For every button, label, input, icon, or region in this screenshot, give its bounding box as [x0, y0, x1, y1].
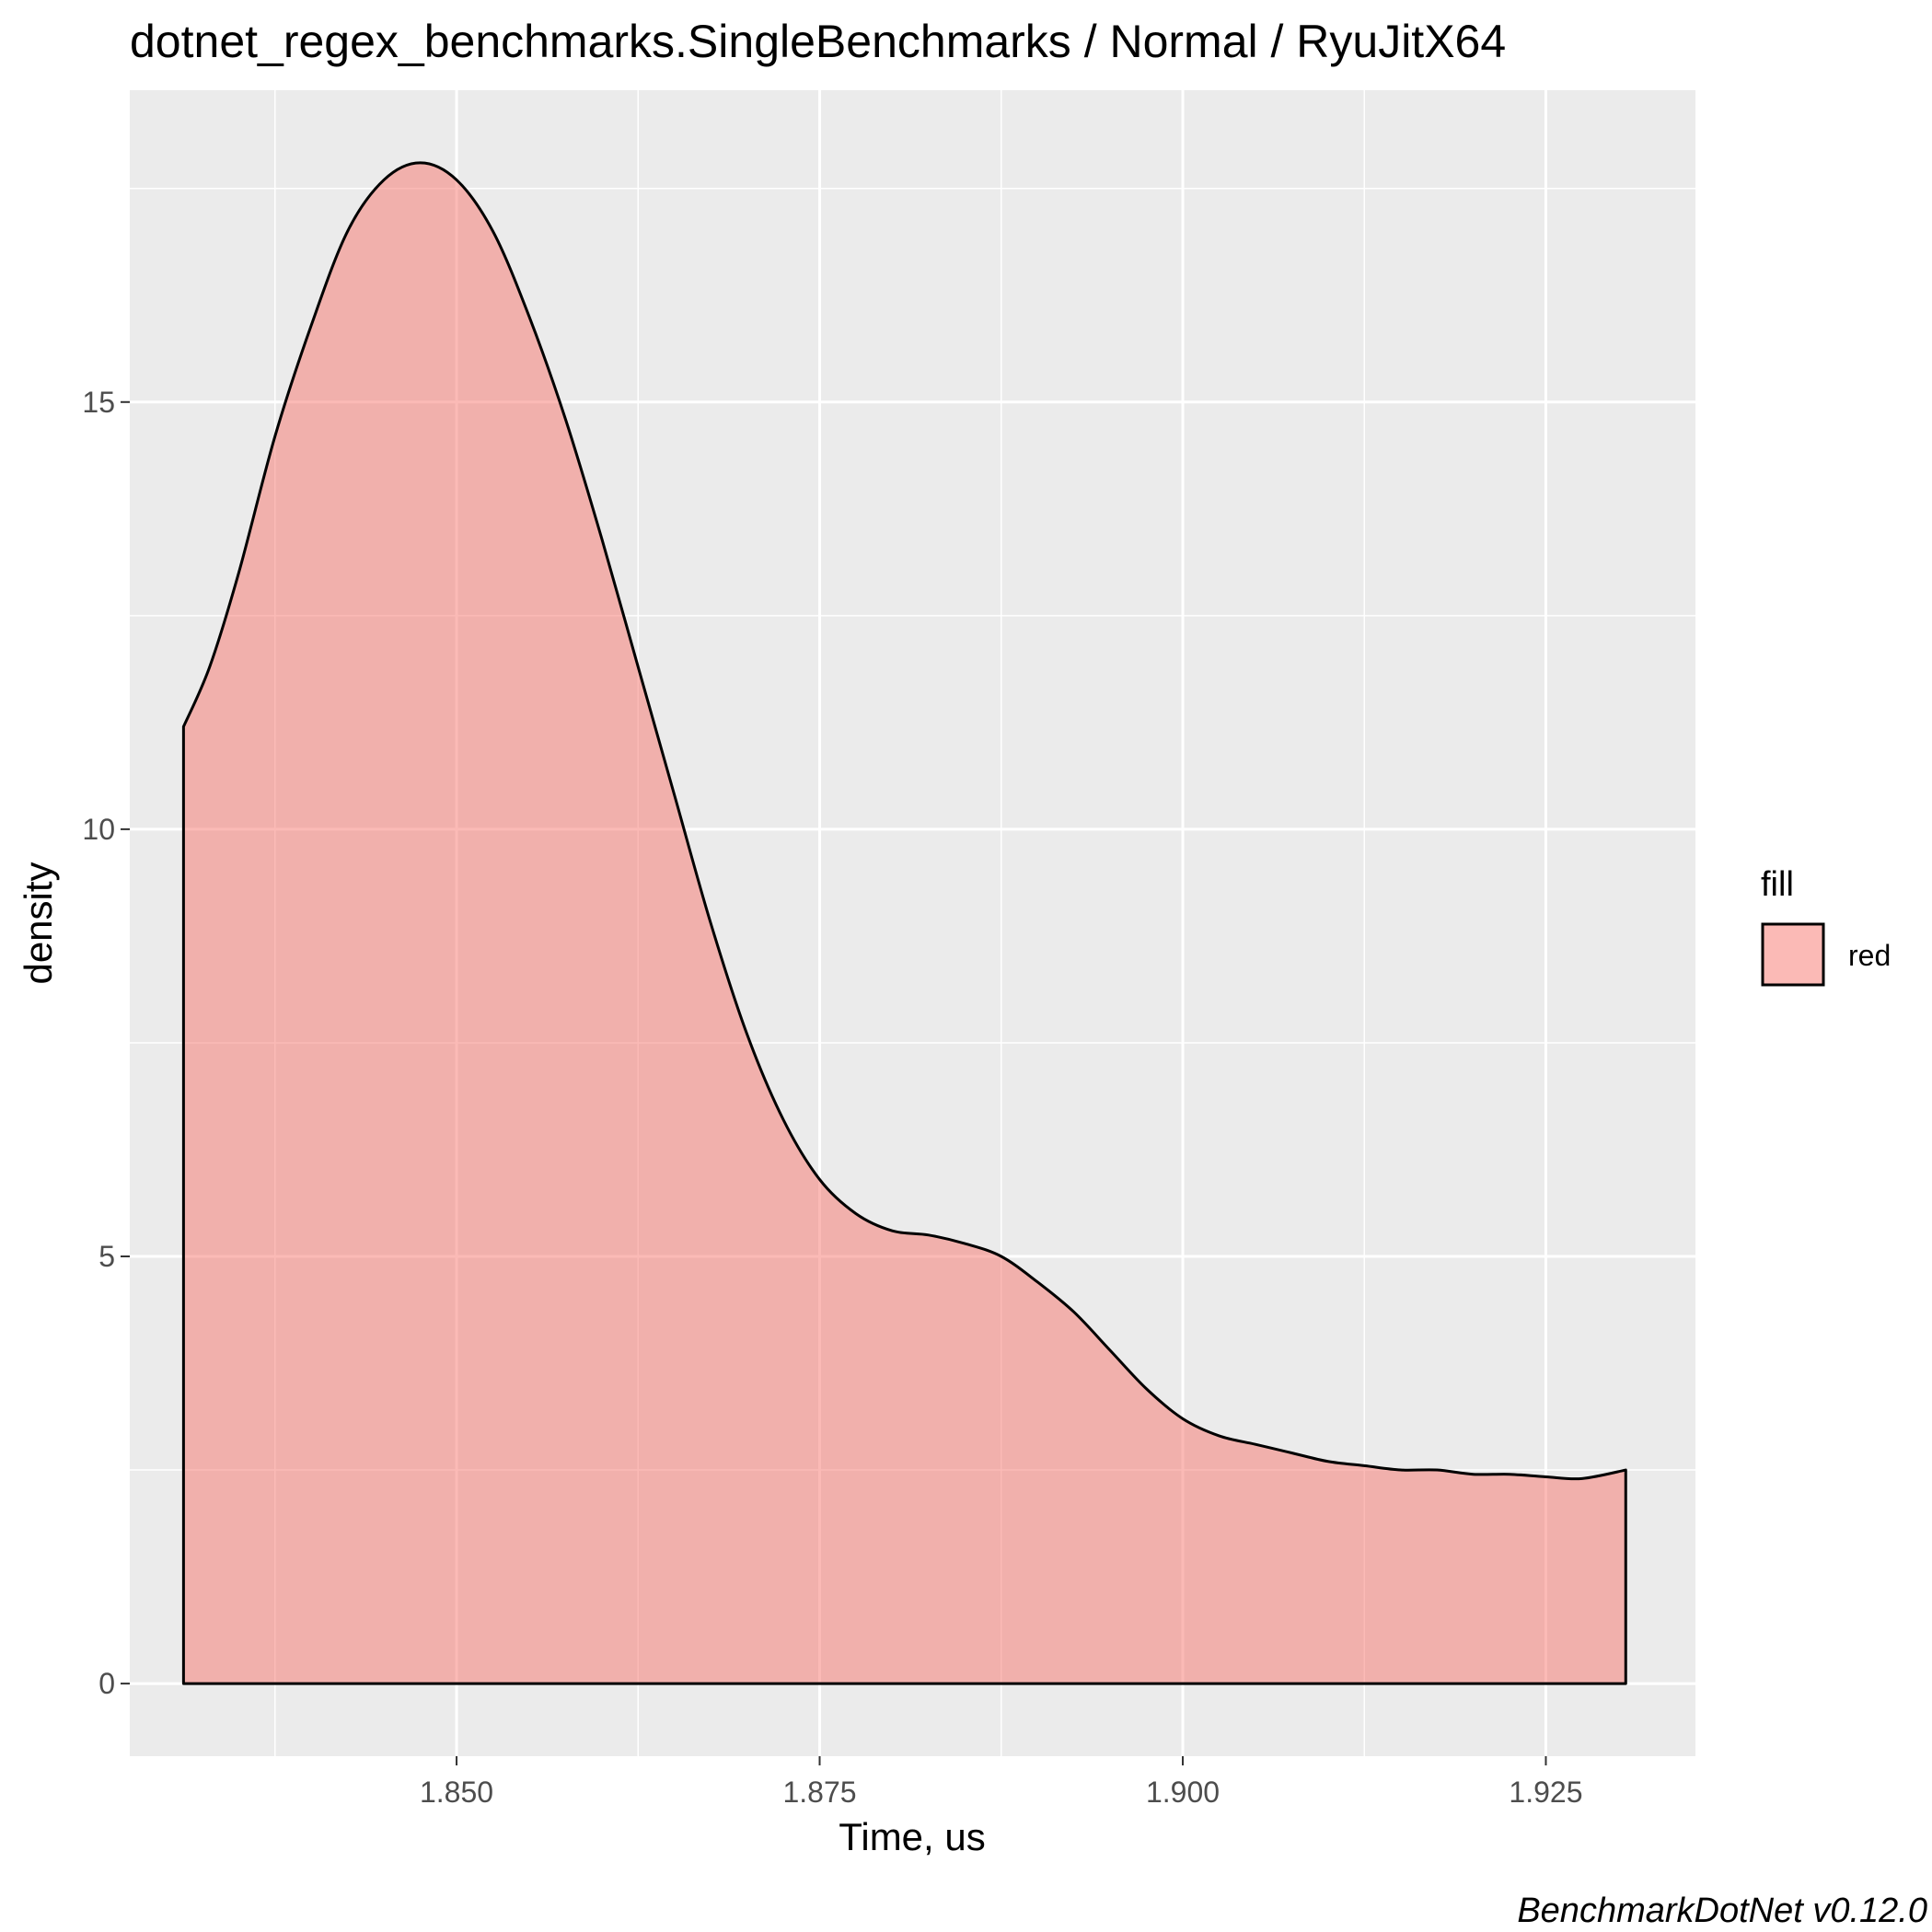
legend-key-red [1761, 922, 1825, 987]
y-tick-label: 5 [98, 1240, 115, 1273]
x-tick-label: 1.925 [1509, 1776, 1582, 1809]
y-tick-label: 0 [98, 1667, 115, 1700]
y-axis-title: density [17, 862, 60, 984]
x-tick-label: 1.875 [782, 1776, 856, 1809]
x-axis-title: Time, us [839, 1815, 985, 1858]
y-tick-labels: 0 5 10 15 [82, 386, 115, 1700]
y-tick-label: 15 [82, 386, 115, 419]
legend-title: fill [1761, 865, 1794, 904]
chart-title: dotnet_regex_benchmarks.SingleBenchmarks… [130, 16, 1506, 67]
density-area-red [181, 161, 1627, 1685]
x-tick-label: 1.900 [1146, 1776, 1220, 1809]
x-tick-label: 1.850 [420, 1776, 493, 1809]
legend: fill red [1761, 865, 1891, 987]
x-tick-labels: 1.850 1.875 1.900 1.925 [420, 1776, 1583, 1809]
y-tick-label: 10 [82, 813, 115, 846]
caption: BenchmarkDotNet v0.12.0 [1517, 1892, 1927, 1930]
axis-ticks [121, 400, 1547, 1765]
density-series [181, 161, 1627, 1685]
legend-label-red: red [1848, 939, 1891, 972]
